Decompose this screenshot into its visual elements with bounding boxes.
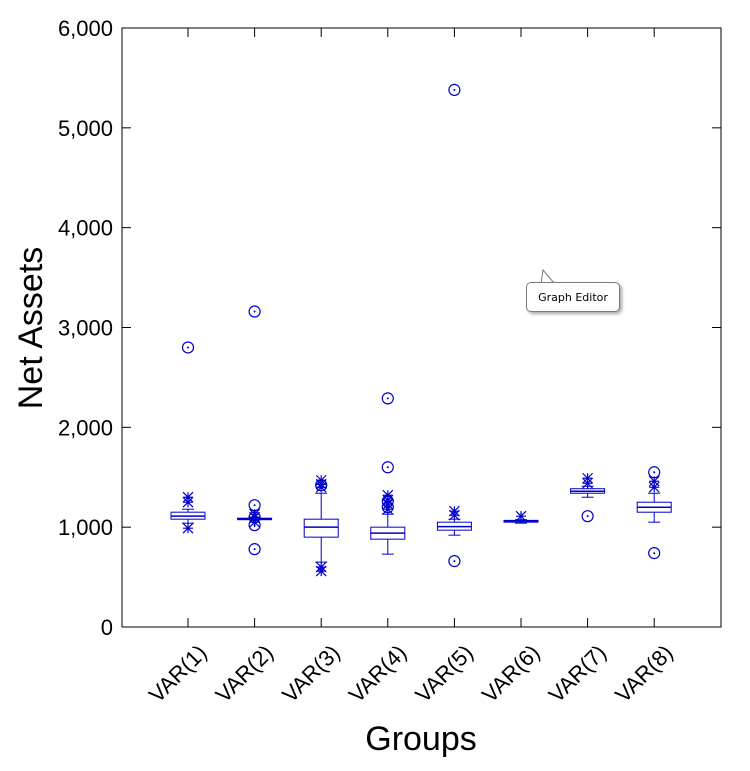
box-group bbox=[170, 341, 206, 534]
tooltip-tail bbox=[540, 269, 555, 285]
x-axis-title: Groups bbox=[365, 720, 477, 758]
boxes bbox=[170, 83, 672, 577]
outlier-circle bbox=[248, 519, 261, 532]
outlier-circle bbox=[648, 466, 661, 479]
x-tick-label: VAR(6) bbox=[477, 640, 545, 708]
outlier-circle bbox=[248, 511, 261, 524]
outlier-circle bbox=[181, 341, 195, 354]
outlier-circle bbox=[581, 510, 594, 523]
graph-editor-tooltip[interactable]: Graph Editor bbox=[526, 282, 620, 312]
box-group bbox=[370, 392, 406, 555]
outlier-circle bbox=[381, 392, 394, 405]
box-group bbox=[570, 472, 606, 523]
plot-area bbox=[121, 27, 722, 628]
outlier-circle-dot bbox=[187, 346, 189, 349]
y-tick-label: 4,000 bbox=[58, 216, 113, 241]
x-tick-label: VAR(4) bbox=[344, 640, 412, 708]
y-tick-label: 6,000 bbox=[58, 16, 113, 41]
outlier-circle-dot bbox=[653, 552, 656, 555]
y-tick-label: 3,000 bbox=[58, 316, 113, 341]
outlier-star bbox=[315, 561, 327, 573]
outlier-circle-dot bbox=[386, 500, 389, 503]
outlier-star bbox=[448, 505, 460, 517]
outlier-circle bbox=[248, 543, 261, 556]
box-iqr bbox=[303, 518, 339, 538]
outlier-star bbox=[182, 522, 194, 534]
x-tick-label: VAR(1) bbox=[144, 640, 212, 708]
outlier-circle-dot bbox=[453, 88, 456, 91]
outlier-circle-dot bbox=[253, 310, 256, 313]
outlier-circle-dot bbox=[253, 524, 256, 527]
box-group bbox=[436, 83, 472, 568]
outlier-circle bbox=[315, 479, 328, 492]
outlier-circle bbox=[248, 305, 261, 318]
outlier-circle-dot bbox=[253, 504, 256, 507]
box-group bbox=[237, 305, 273, 556]
y-axis: 0 1,000 2,000 3,000 4,000 5,000 6,000 bbox=[58, 16, 721, 640]
outlier-circle-dot bbox=[386, 466, 389, 469]
outlier-star bbox=[582, 472, 594, 484]
outlier-circle-dot bbox=[320, 484, 323, 487]
outlier-star bbox=[648, 481, 660, 493]
box-group bbox=[636, 466, 672, 560]
outlier-circle-dot bbox=[653, 471, 656, 474]
outlier-circle bbox=[381, 461, 394, 474]
x-tick-label: VAR(5) bbox=[410, 640, 478, 708]
x-tick-label: VAR(7) bbox=[544, 640, 612, 708]
x-tick-label: VAR(2) bbox=[211, 640, 279, 708]
outlier-circle bbox=[648, 547, 661, 560]
outlier-circle-dot bbox=[586, 515, 589, 518]
box-group bbox=[503, 510, 539, 524]
outlier-circle bbox=[448, 83, 461, 96]
outlier-circle bbox=[381, 495, 394, 508]
outlier-circle-dot bbox=[386, 397, 389, 400]
y-tick-label: 1,000 bbox=[58, 515, 113, 540]
outlier-circle bbox=[248, 499, 261, 512]
x-tick-label: VAR(3) bbox=[277, 640, 345, 708]
outlier-star bbox=[182, 491, 194, 503]
outlier-star bbox=[515, 510, 527, 522]
y-axis-title: Net Assets bbox=[12, 247, 50, 410]
outlier-circle-dot bbox=[453, 560, 456, 563]
x-tick-label: VAR(8) bbox=[610, 640, 678, 708]
box-group bbox=[303, 474, 339, 577]
outlier-circle-dot bbox=[253, 548, 256, 551]
tooltip-text: Graph Editor bbox=[538, 290, 608, 304]
outlier-circle bbox=[448, 555, 461, 568]
outlier-star bbox=[249, 508, 261, 520]
outlier-star bbox=[648, 475, 660, 487]
y-tick-label: 0 bbox=[101, 615, 113, 640]
y-tick-label: 2,000 bbox=[58, 415, 113, 440]
y-tick-label: 5,000 bbox=[58, 116, 113, 141]
outlier-circle-dot bbox=[253, 516, 256, 519]
